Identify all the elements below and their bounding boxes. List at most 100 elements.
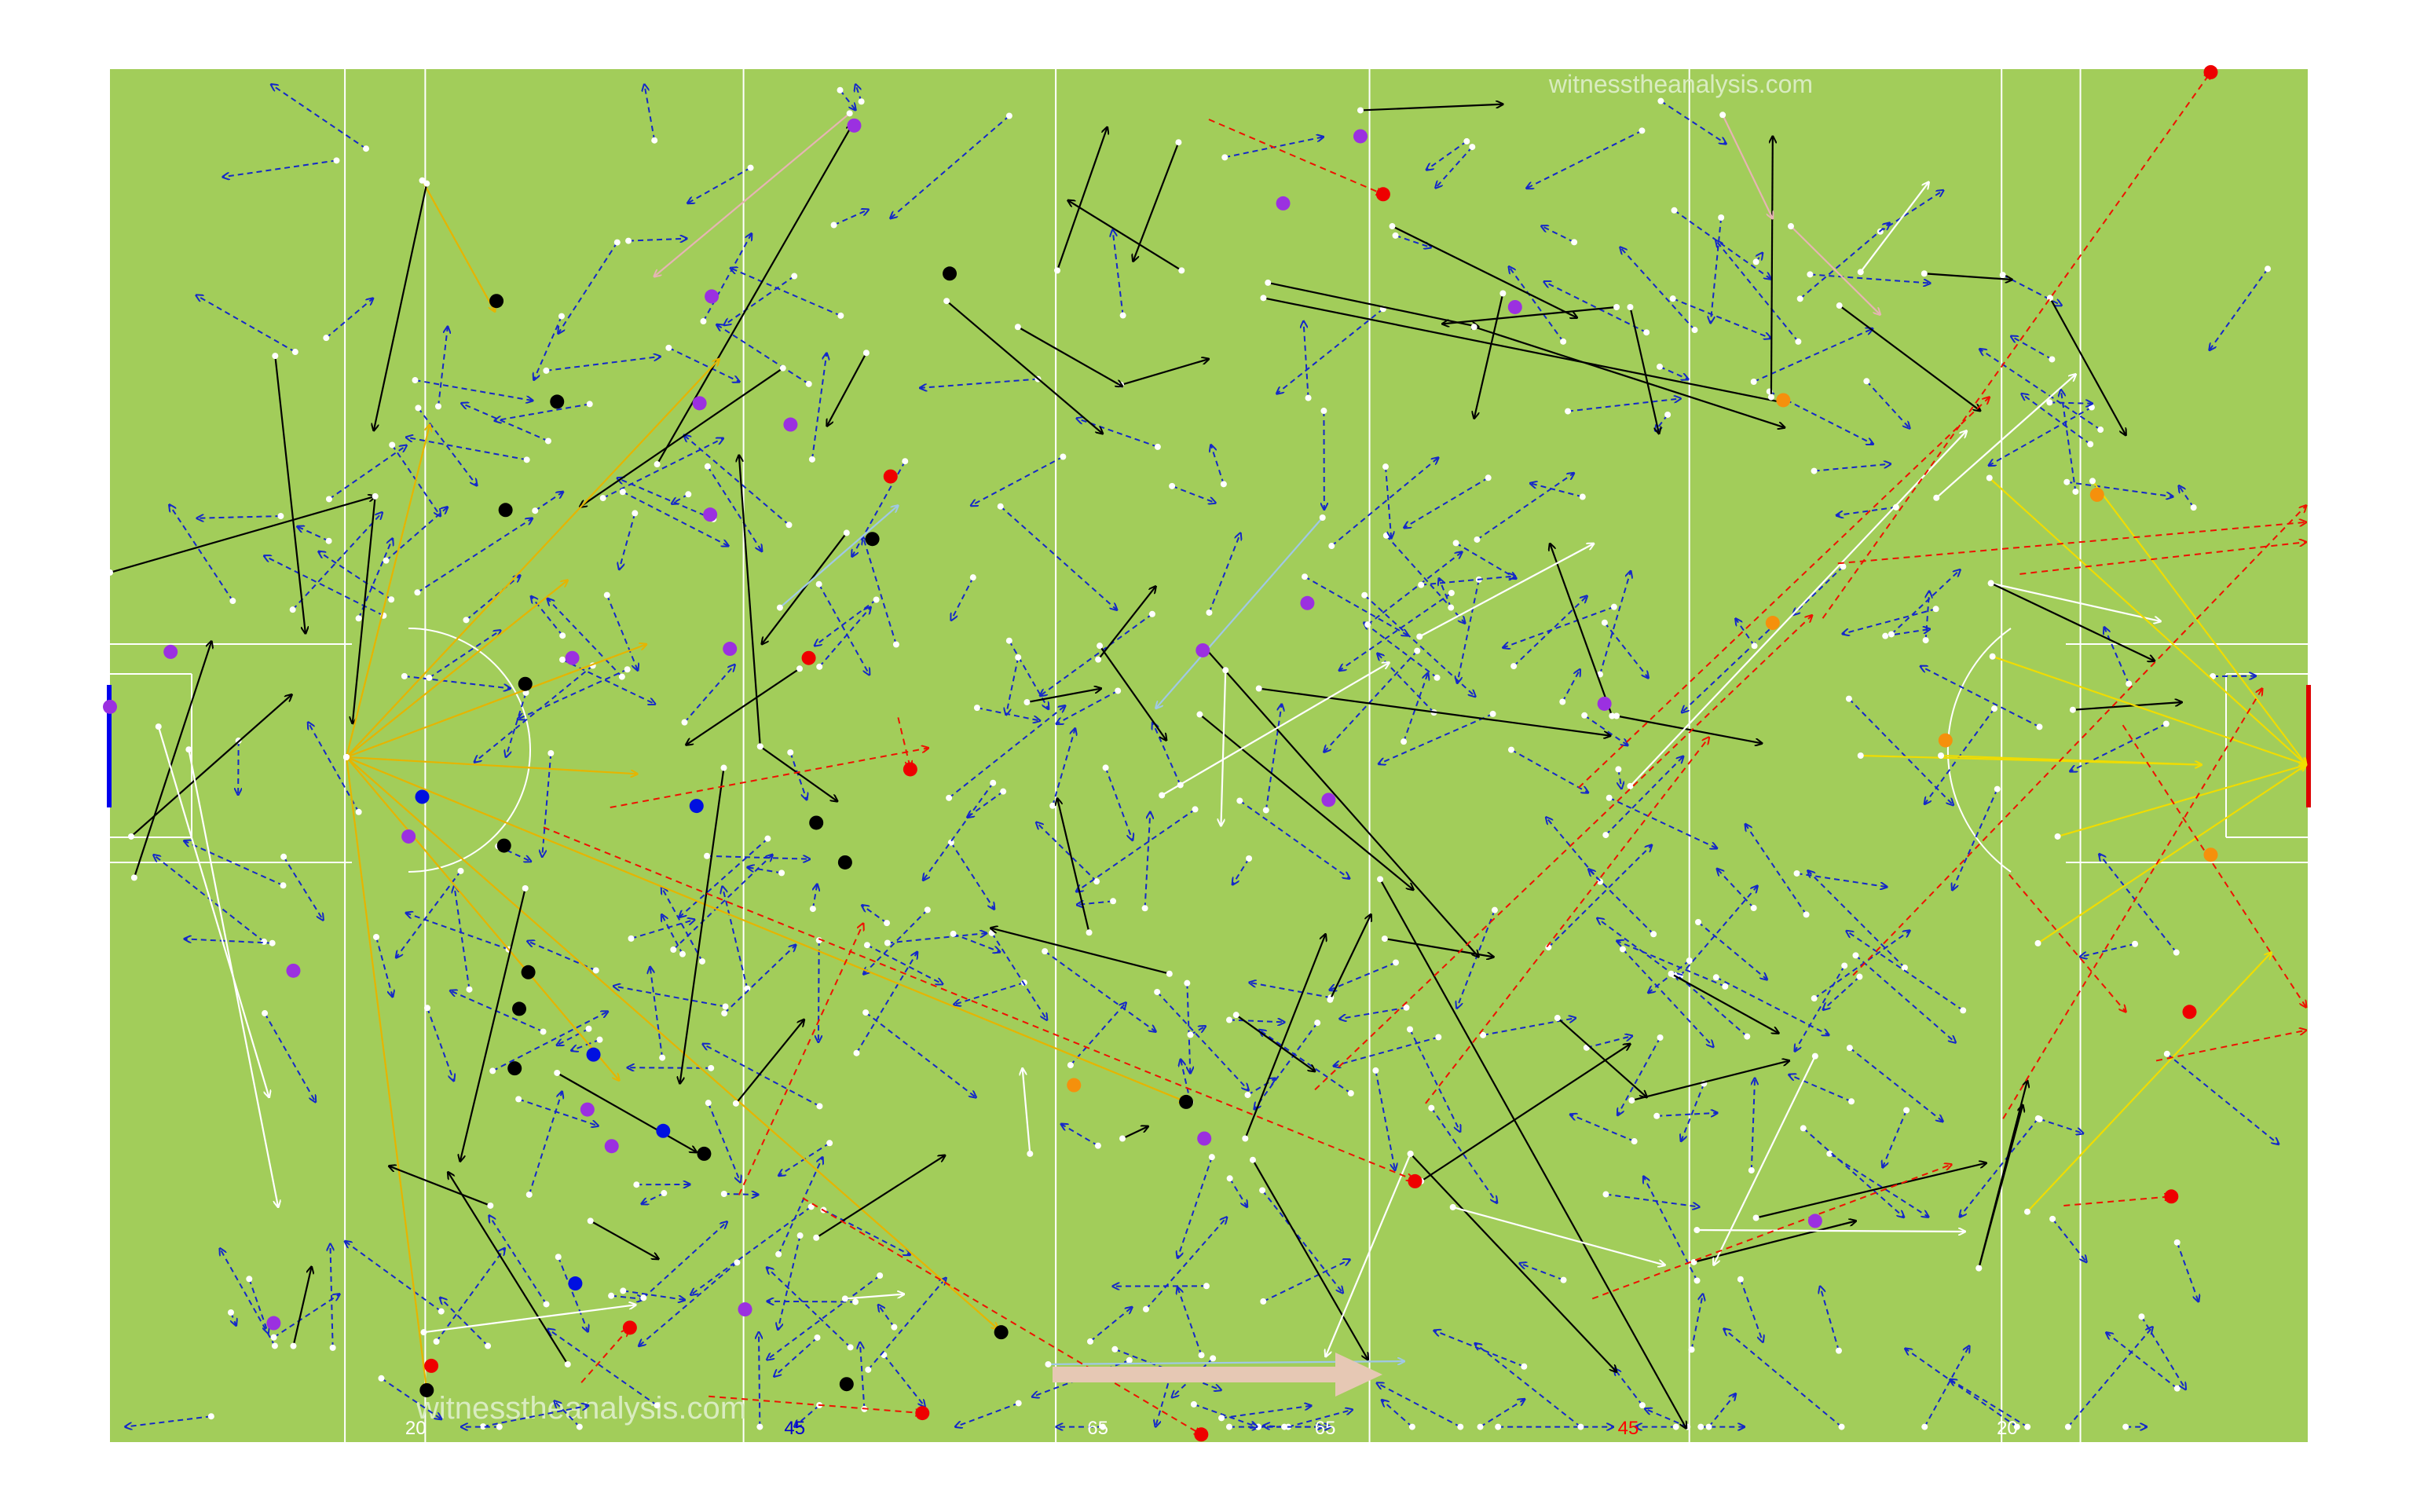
pass-origin-point [1111,1346,1118,1353]
pass-origin-point [2049,356,2055,362]
event-origin-point [721,765,727,771]
pass-origin-point [1060,453,1066,459]
pass-origin-point [1103,764,1109,771]
event-origin-point [1416,634,1423,640]
pass-origin-point [721,1191,727,1197]
zone-label-3: 65 [1315,1418,1336,1439]
pass-origin-point [837,87,844,93]
event-dot-black [489,294,503,308]
event-dot-purple [580,1103,595,1117]
event-origin-point [1382,935,1388,942]
event-origin-point [1256,686,1262,692]
event-origin-point [1265,280,1271,286]
pass-origin-point [1510,663,1517,669]
event-dot-red [903,762,917,776]
pass-origin-point [2191,504,2197,511]
pass-origin-point [378,1375,384,1382]
pass-origin-point [526,1192,533,1198]
zone-label-1: 45 [784,1418,805,1439]
pass-origin-point [1670,295,1676,302]
event-origin-point [1858,269,1864,275]
event-dot-orange [2204,848,2218,862]
pass-origin-point [1847,1045,1853,1051]
pass-origin-point [1210,1355,1216,1361]
pass-origin-point [383,558,390,564]
event-dot-black [697,1147,711,1161]
pass-origin-point [670,946,676,953]
event-origin-point [757,743,763,749]
pass-origin-point [1236,797,1243,804]
event-origin-point [185,746,192,752]
event-dot-red [1408,1174,1422,1188]
pass-origin-point [1803,911,1810,917]
pass-origin-point [809,456,815,463]
watermark-top: witnesstheanalysis.com [1548,70,1813,98]
event-dot-orange [1766,616,1780,630]
pass-origin-point [1227,1175,1233,1181]
event-dot-purple [703,507,717,522]
pass-origin-point [721,1010,727,1016]
event-dot-purple [693,396,707,410]
pass-origin-point [426,675,432,681]
pass-origin-point [1960,1007,1966,1013]
pass-origin-point [389,441,395,448]
pass-origin-point [1281,1424,1287,1430]
event-dot-black [497,839,511,853]
event-dot-red [1376,187,1390,201]
pass-origin-point [401,673,408,679]
pass-origin-point [893,641,899,647]
event-dot-purple [1598,697,1612,711]
event-origin-point [842,1295,848,1301]
pass-origin-point [862,1009,869,1016]
pass-origin-point [1418,582,1424,588]
zone-label-0: 20 [405,1418,427,1439]
event-dot-black [866,532,880,546]
pass-origin-point [1407,1027,1413,1033]
pass-origin-point [604,592,610,599]
event-dot-red [1194,1427,1208,1441]
pass-origin-point [1192,806,1199,812]
event-dot-black [840,1377,854,1391]
pass-origin-point [1485,474,1492,481]
pass-origin-point [1521,1364,1527,1370]
pass-origin-point [946,795,952,801]
event-origin-point [1668,971,1675,977]
event-origin-point [1554,1015,1561,1021]
event-origin-point [1788,223,1794,229]
event-dot-black [1179,1095,1193,1109]
event-dot-blue [690,799,704,813]
event-origin-point [128,833,134,840]
pass-origin-point [1737,1276,1744,1283]
right-goal [2306,685,2311,807]
pass-origin-point [1383,533,1390,539]
pass-origin-point [2063,479,2070,485]
pass-origin-point [1751,379,1757,385]
event-origin-point [1627,783,1633,789]
pass-origin-point [1673,1424,1679,1430]
event-origin-point [1613,713,1620,719]
pass-origin-point [229,598,236,604]
pass-origin-point [1653,1113,1660,1119]
event-origin-point [588,1217,594,1224]
event-origin-point [1233,1012,1239,1018]
pass-origin-point [1328,543,1335,549]
pass-origin-point [1414,648,1420,654]
pass-origin-point [2097,427,2104,433]
pass-origin-point [1246,855,1252,862]
event-origin-point [372,493,379,500]
pass-origin-point [1463,138,1470,145]
pass-origin-point [271,1334,277,1341]
event-origin-point [733,1100,739,1107]
event-origin-point [554,1070,560,1076]
pass-origin-point [532,507,538,514]
pass-origin-point [559,632,566,639]
event-origin-point [423,181,430,187]
pass-origin-point [326,496,332,502]
pass-origin-point [1042,948,1048,954]
zone-label-5: 20 [1997,1418,2018,1439]
pass-origin-point [708,1065,714,1071]
event-dot-black [809,815,823,829]
event-dot-red [424,1359,438,1373]
pass-origin-point [1664,412,1671,418]
